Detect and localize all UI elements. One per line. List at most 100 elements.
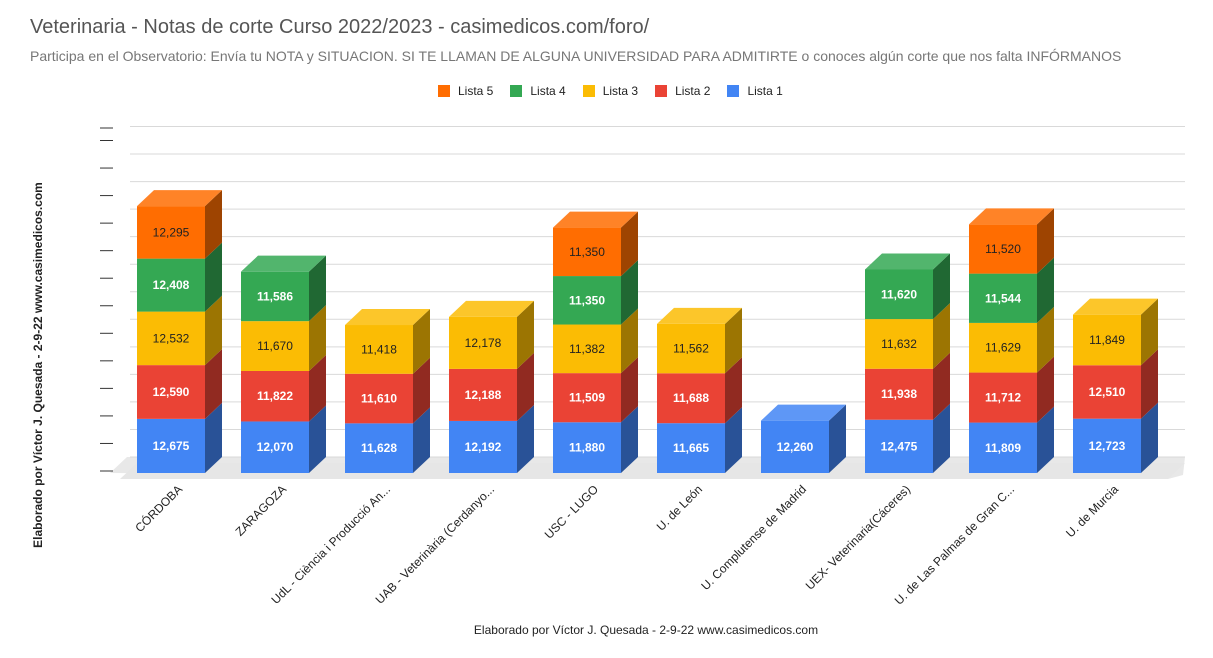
bar-side [1141, 349, 1158, 419]
bar-front [241, 370, 309, 422]
data-label: 12,475 [881, 439, 918, 453]
bar-side [517, 300, 534, 369]
data-label: 11,520 [985, 242, 1021, 256]
bar-segment-lista-1[interactable]: 12,070 [241, 405, 326, 473]
legend-swatch [727, 85, 740, 97]
bar-segment-lista-1[interactable]: 12,675 [137, 402, 222, 473]
bar-side [933, 403, 950, 473]
bar-segment-lista-4[interactable]: 11,620 [865, 253, 950, 320]
bar-top [761, 404, 846, 421]
bar-front [657, 423, 725, 473]
bar-side [621, 260, 638, 325]
bar-side [1037, 356, 1054, 423]
data-label: 11,688 [673, 391, 709, 405]
bar-segment-lista-3[interactable]: 11,849 [1073, 298, 1158, 366]
bar-side [621, 211, 638, 277]
bar-segment-lista-3[interactable]: 11,562 [657, 307, 742, 374]
bar-segment-lista-1[interactable]: 11,665 [657, 407, 742, 473]
bar-segment-lista-3[interactable]: 12,532 [137, 295, 222, 366]
bar-segment-lista-4[interactable]: 11,350 [553, 260, 638, 325]
legend-item-lista-2[interactable]: Lista 2 [655, 84, 710, 98]
bar-segment-lista-4[interactable]: 11,586 [241, 255, 326, 322]
data-label: 12,070 [257, 440, 294, 454]
bar-side [1037, 208, 1054, 274]
bar-side [309, 405, 326, 473]
data-label: 12,723 [1089, 439, 1126, 453]
bar-segment-lista-4[interactable]: 11,544 [969, 257, 1054, 323]
legend-item-lista-1[interactable]: Lista 1 [727, 84, 783, 98]
bar-segment-lista-2[interactable]: 11,938 [865, 352, 950, 420]
x-tick-label: USC - LUGO [542, 482, 601, 541]
bar-segment-lista-5[interactable]: 12,295 [137, 190, 222, 259]
bar-segment-lista-5[interactable]: 11,520 [969, 208, 1054, 274]
bar-side [1037, 306, 1054, 373]
data-label: 11,350 [569, 245, 605, 259]
legend-label: Lista 3 [602, 84, 639, 98]
bar-front [553, 276, 621, 325]
x-tick-label: U. de León [654, 482, 705, 533]
x-tick-label: U. de Las Palmas de Gran C... [892, 482, 1017, 607]
data-label: 12,295 [153, 225, 190, 239]
bar-segment-lista-3[interactable]: 11,629 [969, 306, 1054, 373]
bar-segment-lista-3[interactable]: 11,632 [865, 303, 950, 369]
bar-segment-lista-2[interactable]: 11,688 [657, 357, 742, 424]
bar-segment-lista-5[interactable]: 11,350 [553, 211, 638, 277]
bar-side [621, 357, 638, 423]
legend-item-lista-4[interactable]: Lista 4 [510, 84, 566, 98]
bar-segment-lista-1[interactable]: 12,260 [761, 404, 846, 473]
bar-segment-lista-3[interactable]: 11,670 [241, 305, 326, 371]
bar-side [933, 253, 950, 320]
bar-side [725, 407, 742, 473]
bar-segment-lista-2[interactable]: 11,712 [969, 356, 1054, 423]
bar-front [449, 316, 517, 369]
bar-segment-lista-3[interactable]: 11,382 [553, 308, 638, 374]
bar-side [205, 295, 222, 366]
bar-front [553, 227, 621, 277]
legend-item-lista-3[interactable]: Lista 3 [582, 84, 639, 98]
data-label: 11,665 [673, 441, 709, 455]
bar-segment-lista-1[interactable]: 11,628 [345, 407, 430, 473]
bar-front [865, 419, 933, 473]
bar-side [725, 357, 742, 424]
bar-segment-lista-2[interactable]: 11,610 [345, 357, 430, 424]
data-label: 12,408 [153, 278, 190, 292]
x-tick-label: CÓRDOBA [132, 482, 186, 536]
bar-segment-lista-1[interactable]: 11,880 [553, 406, 638, 473]
bar-front [137, 365, 205, 419]
bar-side [1037, 406, 1054, 473]
data-label: 11,509 [569, 391, 605, 405]
bar-segment-lista-2[interactable]: 11,509 [553, 357, 638, 423]
x-tick-label: ZARAGOZA [233, 482, 290, 539]
bar-segment-lista-4[interactable]: 12,408 [137, 242, 222, 312]
bar-top [969, 208, 1054, 225]
bar-top [1073, 298, 1158, 315]
bar-front [137, 418, 205, 473]
bar-segment-lista-1[interactable]: 12,192 [449, 404, 534, 473]
bar-segment-lista-2[interactable]: 11,822 [241, 354, 326, 422]
bar-front [657, 373, 725, 424]
bar-segment-lista-1[interactable]: 12,475 [865, 403, 950, 473]
legend-label: Lista 1 [747, 84, 783, 98]
bar-segment-lista-2[interactable]: 12,510 [1073, 349, 1158, 419]
bar-segment-lista-3[interactable]: 11,418 [345, 309, 430, 374]
legend-swatch [510, 85, 523, 97]
x-tick-label: U. de Murcia [1063, 482, 1121, 540]
bar-front [761, 420, 829, 473]
bar-segment-lista-1[interactable]: 12,723 [1073, 402, 1158, 473]
bar-segment-lista-3[interactable]: 12,178 [449, 300, 534, 369]
bar-front [553, 422, 621, 473]
data-label: 12,188 [465, 388, 502, 402]
data-label: 11,629 [985, 341, 1021, 355]
bar-segment-lista-2[interactable]: 12,188 [449, 352, 534, 421]
bar-side [517, 352, 534, 421]
bar-front [241, 321, 309, 371]
bar-segment-lista-2[interactable]: 12,590 [137, 349, 222, 419]
bar-side [413, 357, 430, 424]
legend-swatch [438, 85, 450, 97]
legend-item-lista-5[interactable]: Lista 5 [438, 84, 493, 98]
bar-front [553, 373, 621, 423]
bar-segment-lista-1[interactable]: 11,809 [969, 406, 1054, 473]
bar-side [1141, 298, 1158, 366]
data-label: 11,418 [361, 342, 397, 356]
